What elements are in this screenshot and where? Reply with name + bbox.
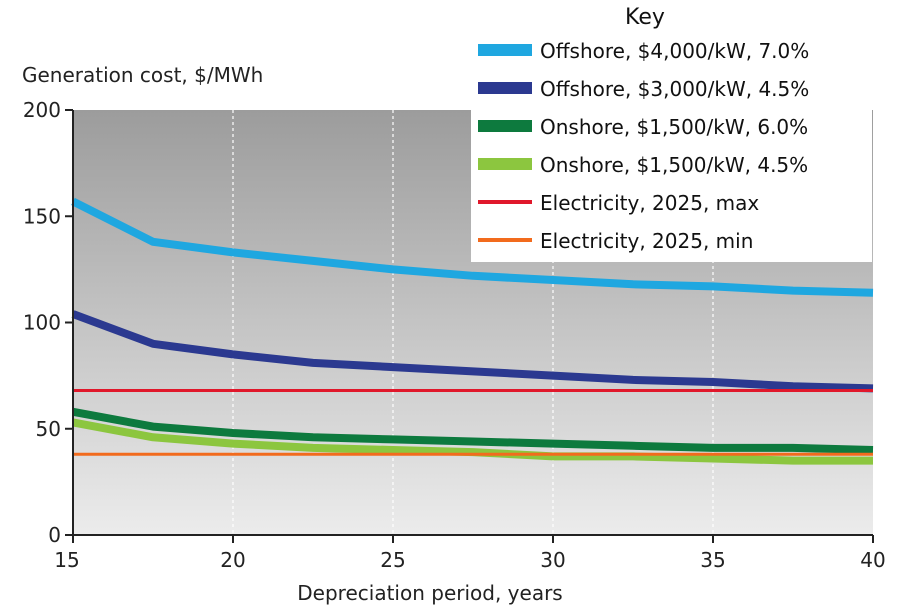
series-lines bbox=[71, 197, 874, 465]
y-axis-label: Generation cost, $/MWh bbox=[22, 63, 263, 87]
legend-swatch-3 bbox=[478, 120, 532, 132]
legend-title: Key bbox=[625, 5, 665, 30]
x-axis-label: Depreciation period, years bbox=[297, 581, 562, 605]
legend-label-2: Offshore, $3,000/kW, 4.5% bbox=[540, 77, 809, 101]
legend-label-5: Electricity, 2025, max bbox=[540, 191, 759, 215]
legend-swatch-5 bbox=[478, 200, 532, 204]
series-line-3 bbox=[72, 407, 874, 454]
y-tick-label: 0 bbox=[48, 523, 61, 547]
legend-swatch-1 bbox=[478, 44, 532, 56]
grid-lines bbox=[232, 110, 714, 535]
legend-label-1: Offshore, $4,000/kW, 7.0% bbox=[540, 39, 809, 63]
x-tick-label: 20 bbox=[220, 548, 245, 572]
legend-swatch-4 bbox=[478, 158, 532, 170]
axes bbox=[65, 109, 874, 543]
legend-background bbox=[471, 0, 872, 262]
legend-label-3: Onshore, $1,500/kW, 6.0% bbox=[540, 115, 808, 139]
series-line-2 bbox=[71, 310, 874, 393]
x-tick-label: 30 bbox=[540, 548, 565, 572]
legend-swatch-2 bbox=[478, 82, 532, 94]
x-tick-label: 15 bbox=[54, 548, 79, 572]
legend-label-4: Onshore, $1,500/kW, 4.5% bbox=[540, 153, 808, 177]
series-line-1 bbox=[71, 197, 874, 297]
y-tick-label: 50 bbox=[36, 417, 61, 441]
x-tick-label: 25 bbox=[380, 548, 405, 572]
tick-labels: 0 50 100 150 200 15 20 25 30 35 40 bbox=[23, 98, 886, 572]
x-tick-label: 35 bbox=[700, 548, 725, 572]
legend-swatch-6 bbox=[478, 238, 532, 242]
y-tick-label: 100 bbox=[23, 311, 61, 335]
y-tick-label: 150 bbox=[23, 204, 61, 228]
legend: Key Offshore, $4,000/kW, 7.0% Offshore, $… bbox=[471, 0, 872, 262]
y-tick-label: 200 bbox=[23, 98, 61, 122]
series-line-4 bbox=[72, 418, 873, 465]
x-tick-label: 40 bbox=[860, 548, 885, 572]
legend-label-6: Electricity, 2025, min bbox=[540, 229, 753, 253]
